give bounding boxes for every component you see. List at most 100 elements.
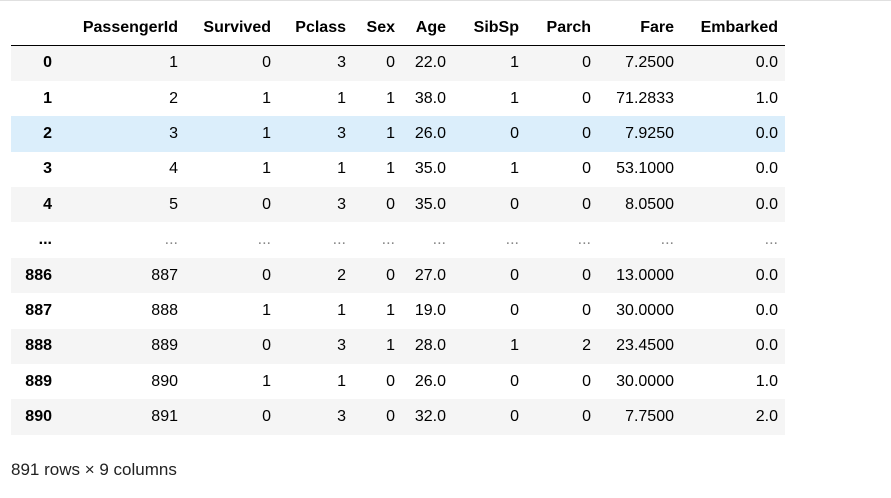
- column-header-embarked: Embarked: [681, 11, 785, 46]
- table-cell: 0: [262, 195, 271, 213]
- table-cell: 35.0: [414, 195, 446, 213]
- table-cell: 0.0: [755, 301, 778, 319]
- table-cell: 3: [337, 54, 346, 72]
- row-index: 4: [43, 195, 52, 213]
- table-cell: 0: [510, 408, 519, 426]
- table-cell: 1: [337, 160, 346, 178]
- table-cell: 0: [582, 266, 591, 284]
- table-cell: 23.4500: [616, 337, 674, 355]
- table-cell: 0: [582, 54, 591, 72]
- column-header-age: Age: [402, 11, 453, 46]
- table-cell: 1: [510, 160, 519, 178]
- column-header-sibsp: SibSp: [453, 11, 526, 46]
- table-row: 3 4 1 1 1 35.0 1 0 53.1000 0.0: [11, 151, 785, 188]
- table-cell: 2: [337, 266, 346, 284]
- dataframe-table: PassengerId Survived Pclass Sex Age SibS…: [11, 11, 785, 435]
- row-index: ...: [38, 231, 52, 249]
- table-cell: 7.9250: [625, 124, 674, 142]
- table-cell: 53.1000: [616, 160, 674, 178]
- index-column-header: [11, 11, 60, 46]
- table-cell: 5: [169, 195, 178, 213]
- table-cell: 1: [386, 89, 395, 107]
- table-cell: 1: [510, 337, 519, 355]
- ellipsis-row: ..............................: [11, 222, 785, 258]
- table-cell: 3: [169, 124, 178, 142]
- cell-top-border: [0, 0, 891, 1]
- row-index: 1: [43, 89, 52, 107]
- row-index: 2: [43, 124, 52, 142]
- table-cell: 2: [169, 89, 178, 107]
- table-cell: ...: [764, 231, 778, 249]
- table-cell: 0: [262, 266, 271, 284]
- table-row: 2 3 1 3 1 26.0 0 0 7.9250 0.0: [11, 116, 785, 152]
- table-cell: 888: [151, 301, 178, 319]
- table-row: 1 2 1 1 1 38.0 1 0 71.2833 1.0: [11, 80, 785, 117]
- table-cell: 3: [337, 408, 346, 426]
- table-cell: 3: [337, 337, 346, 355]
- table-cell: 0: [582, 195, 591, 213]
- table-cell: 28.0: [414, 337, 446, 355]
- table-cell: ...: [660, 231, 674, 249]
- table-cell: 1: [262, 160, 271, 178]
- table-cell: 0: [386, 54, 395, 72]
- table-cell: 35.0: [414, 160, 446, 178]
- table-cell: 13.0000: [616, 266, 674, 284]
- table-row: 889 890 1 1 0 26.0 0 0 30.0000 1.0: [11, 364, 785, 400]
- table-cell: 1: [337, 372, 346, 390]
- table-cell: 0: [262, 54, 271, 72]
- table-cell: 889: [151, 337, 178, 355]
- table-cell: 3: [337, 195, 346, 213]
- table-cell: 1: [386, 301, 395, 319]
- table-cell: 0: [386, 195, 395, 213]
- column-header-sex: Sex: [353, 11, 402, 46]
- header-row: PassengerId Survived Pclass Sex Age SibS…: [11, 11, 785, 46]
- table-cell: 0.0: [755, 337, 778, 355]
- table-cell: 0: [386, 408, 395, 426]
- dataframe-output: PassengerId Survived Pclass Sex Age SibS…: [11, 11, 785, 435]
- table-cell: 891: [151, 408, 178, 426]
- table-cell: 30.0000: [616, 301, 674, 319]
- table-cell: ...: [432, 231, 446, 249]
- table-cell: 2.0: [755, 408, 778, 426]
- table-row: 887 888 1 1 1 19.0 0 0 30.0000 0.0: [11, 293, 785, 329]
- column-header-pclass: Pclass: [278, 11, 353, 46]
- table-row: 890 891 0 3 0 32.0 0 0 7.7500 2.0: [11, 399, 785, 435]
- row-index: 0: [43, 54, 52, 72]
- table-cell: 19.0: [414, 301, 446, 319]
- table-cell: 1: [169, 54, 178, 72]
- table-cell: 32.0: [414, 408, 446, 426]
- table-cell: 0.0: [755, 54, 778, 72]
- table-cell: 1.0: [755, 372, 778, 390]
- table-cell: 1: [262, 124, 271, 142]
- table-cell: 8.0500: [625, 195, 674, 213]
- table-cell: 1: [262, 372, 271, 390]
- table-cell: ...: [577, 231, 591, 249]
- table-cell: 1: [386, 337, 395, 355]
- table-cell: 1: [386, 160, 395, 178]
- table-cell: 2: [582, 337, 591, 355]
- column-header-fare: Fare: [598, 11, 681, 46]
- table-cell: 1: [510, 89, 519, 107]
- row-index: 888: [25, 337, 52, 355]
- table-row: 4 5 0 3 0 35.0 0 0 8.0500 0.0: [11, 187, 785, 223]
- table-cell: ...: [164, 231, 178, 249]
- column-header-parch: Parch: [526, 11, 598, 46]
- table-cell: 1: [386, 124, 395, 142]
- table-cell: 887: [151, 266, 178, 284]
- table-cell: ...: [505, 231, 519, 249]
- row-index: 3: [43, 160, 52, 178]
- table-cell: 0: [582, 301, 591, 319]
- row-index: 886: [25, 266, 52, 284]
- table-row: 886 887 0 2 0 27.0 0 0 13.0000 0.0: [11, 257, 785, 294]
- table-cell: 0: [510, 301, 519, 319]
- table-cell: 38.0: [414, 89, 446, 107]
- table-cell: 27.0: [414, 266, 446, 284]
- table-cell: 3: [337, 124, 346, 142]
- table-cell: 1.0: [755, 89, 778, 107]
- table-row: 888 889 0 3 1 28.0 1 2 23.4500 0.0: [11, 328, 785, 365]
- table-header: PassengerId Survived Pclass Sex Age SibS…: [11, 11, 785, 46]
- table-cell: 22.0: [414, 54, 446, 72]
- row-index: 887: [25, 301, 52, 319]
- table-cell: 1: [337, 89, 346, 107]
- table-cell: 0: [262, 337, 271, 355]
